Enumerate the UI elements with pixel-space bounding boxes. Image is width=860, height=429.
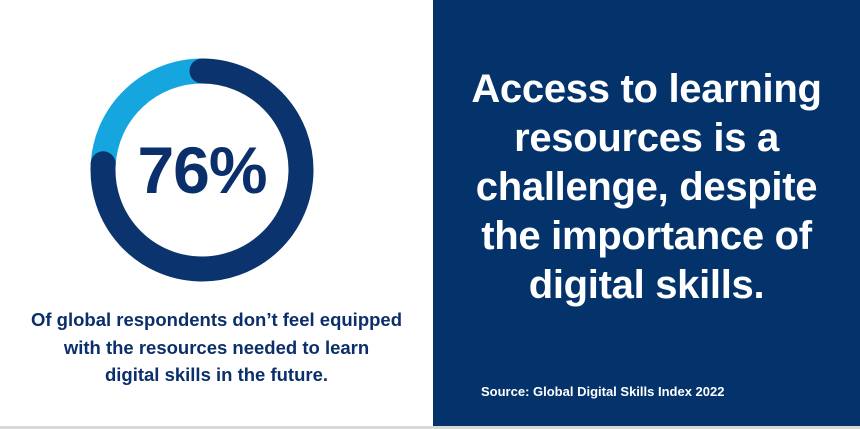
caption-line: with the resources needed to learn [63, 336, 370, 358]
headline-line: challenge, despite [475, 165, 818, 209]
donut-cap-end [90, 151, 116, 177]
headline: Access to learning resources is a challe… [433, 65, 860, 310]
source-note: Source: Global Digital Skills Index 2022 [481, 384, 725, 399]
headline-line: digital skills. [528, 263, 765, 307]
caption-line: Of global respondents don’t feel equippe… [30, 309, 403, 330]
headline-line: the importance of [481, 214, 812, 258]
caption-line: digital skills in the future. [104, 364, 329, 385]
donut-slice-primary [90, 58, 314, 282]
donut-chart [90, 58, 314, 282]
headline-line: Access to learning [471, 67, 822, 111]
bottom-border [0, 426, 860, 429]
donut-cap-start [189, 58, 215, 84]
headline-line: resources is a [514, 116, 779, 160]
donut-slice-remainder [90, 58, 203, 165]
donut-center-label: 76% [137, 133, 267, 207]
message-panel [433, 0, 860, 426]
stat-caption: Of global respondents don’t feel equippe… [0, 306, 433, 389]
stat-panel: 76% Of global respondents don’t feel equ… [0, 58, 433, 389]
